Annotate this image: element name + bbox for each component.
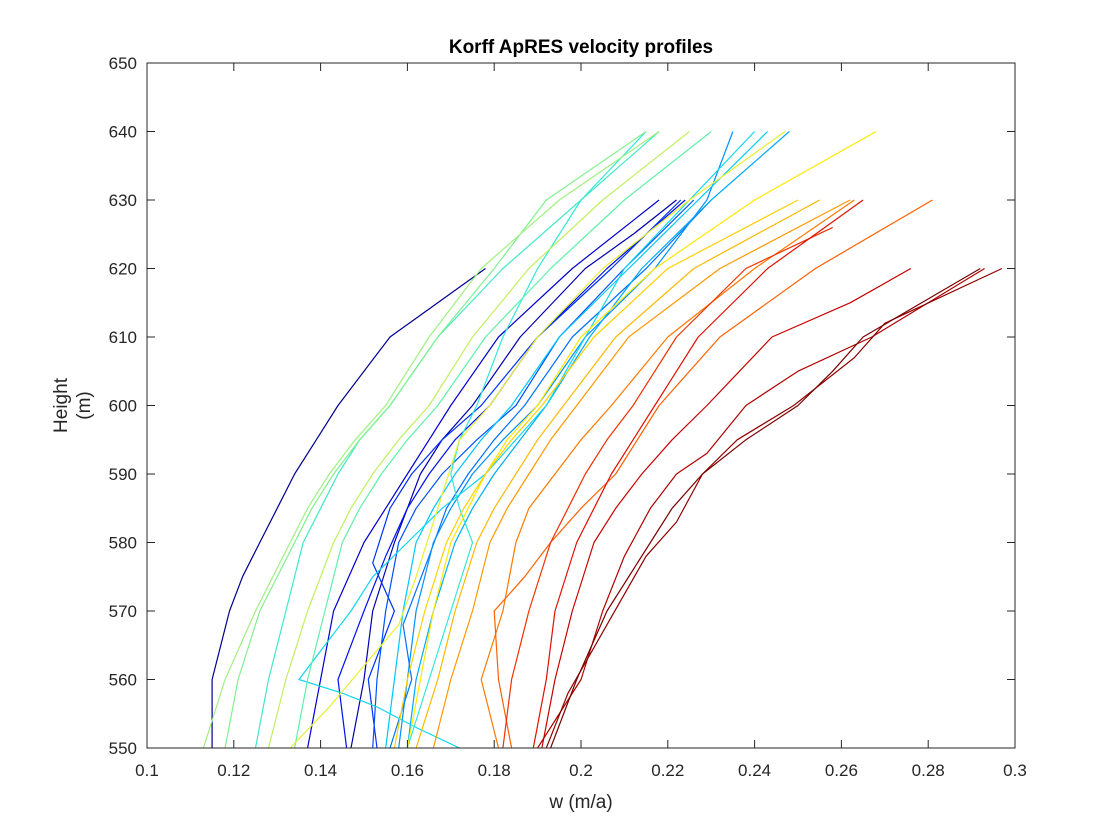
velocity-profile-line-8 [398, 131, 734, 748]
velocity-profile-line-28 [537, 267, 985, 748]
y-tick-label: 640 [109, 123, 137, 142]
x-axis-label: w (m/a) [548, 792, 612, 813]
chart-title: Korff ApRES velocity profiles [449, 37, 713, 58]
x-tick-label: 0.26 [825, 761, 858, 780]
velocity-profile-line-14 [294, 131, 712, 748]
velocity-profile-line-15 [224, 131, 647, 748]
velocity-profile-line-5 [367, 199, 682, 748]
velocity-profile-line-1 [211, 268, 486, 748]
y-tick-label: 600 [109, 397, 137, 416]
velocity-profile-line-16 [202, 131, 660, 748]
x-tick-label: 0.16 [391, 761, 424, 780]
velocity-profile-line-22 [432, 199, 851, 748]
y-tick-label: 580 [109, 534, 137, 553]
velocity-profile-line-18 [289, 131, 786, 748]
x-axis: 0.1 0.12 0.14 0.16 0.18 0.2 0.22 0.24 0.26 0.28 0.… [135, 63, 1027, 780]
velocity-profile-line-13 [254, 131, 660, 748]
y-tick-label: 570 [109, 602, 137, 621]
series-layer [202, 130, 1003, 748]
y-tick-label: 630 [109, 191, 137, 210]
velocity-profile-line-7 [389, 199, 712, 748]
x-tick-label: 0.28 [912, 761, 945, 780]
velocity-profile-line-17 [267, 131, 690, 748]
y-tick-label: 550 [109, 739, 137, 758]
x-tick-label: 0.14 [304, 761, 337, 780]
x-tick-label: 0.18 [478, 761, 511, 780]
x-tick-label: 0.1 [135, 761, 159, 780]
y-tick-label: 620 [109, 260, 137, 279]
y-tick-label: 560 [109, 671, 137, 690]
plot-area [147, 63, 1015, 748]
x-tick-label: 0.3 [1003, 761, 1027, 780]
velocity-profile-line-4 [337, 199, 686, 748]
velocity-profile-line-10 [385, 131, 769, 748]
y-axis-label-line1: Height [51, 377, 72, 433]
y-tick-label: 650 [109, 54, 137, 73]
velocity-profile-line-20 [393, 199, 799, 748]
x-tick-label: 0.24 [738, 761, 771, 780]
velocity-profile-line-27 [541, 267, 912, 748]
y-axis-label-line2: (m) [74, 391, 95, 419]
velocity-profile-line-9 [406, 131, 790, 748]
x-tick-label: 0.12 [217, 761, 250, 780]
y-tick-label: 590 [109, 465, 137, 484]
y-tick-label: 610 [109, 328, 137, 347]
velocity-profile-line-21 [415, 199, 820, 748]
velocity-profile-line-6 [372, 199, 695, 748]
velocity-profile-line-2 [350, 199, 677, 748]
x-tick-label: 0.2 [569, 761, 593, 780]
velocity-profile-line-24 [493, 199, 933, 748]
velocity-profile-line-19 [406, 130, 877, 748]
velocity-profile-line-26 [532, 199, 864, 748]
velocity-profile-line-25 [502, 226, 833, 748]
x-tick-label: 0.22 [651, 761, 684, 780]
y-axis: 550 560 570 580 590 600 610 620 630 640 650 [109, 54, 1015, 758]
velocity-profile-line-30 [550, 267, 981, 748]
velocity-profile-line-12 [406, 131, 647, 748]
velocity-profile-line-11 [298, 131, 756, 748]
velocity-profile-line-3 [307, 199, 660, 748]
